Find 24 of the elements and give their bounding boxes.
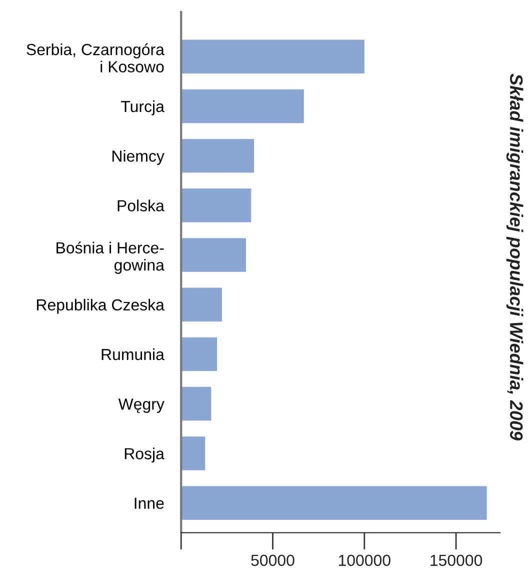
bar [181, 138, 254, 173]
y-tick-label: Niemcy [112, 150, 164, 165]
x-tick-label: 50000 [251, 554, 294, 566]
y-tick-label: Turcja [121, 100, 164, 116]
bar [181, 288, 222, 322]
bar [181, 486, 487, 520]
bar [181, 188, 252, 222]
y-tick-label: Inne [134, 498, 164, 509]
y-tick-label: Republika Czeska [37, 298, 164, 314]
y-tick-label: Polska [118, 200, 164, 212]
bar [181, 89, 304, 124]
bar [181, 238, 246, 272]
bar [181, 337, 218, 372]
x-tick-label: 150000 [430, 554, 482, 566]
bar [181, 386, 212, 421]
bar [181, 40, 364, 74]
y-tick-label: Rumunia [102, 348, 164, 360]
y-tick-label: Serbia, Czarnogóra i Kosowo [26, 43, 164, 72]
text: Skład imigranckiej populacji Wiednia, 2009 [506, 74, 524, 440]
y-tick-label: Węgry [118, 398, 164, 413]
bar [181, 436, 206, 470]
y-tick-label: Rosja [124, 448, 164, 462]
x-tick-label: 100000 [338, 554, 390, 566]
y-tick-label: Bośnia i Herce- gowina [56, 242, 164, 274]
